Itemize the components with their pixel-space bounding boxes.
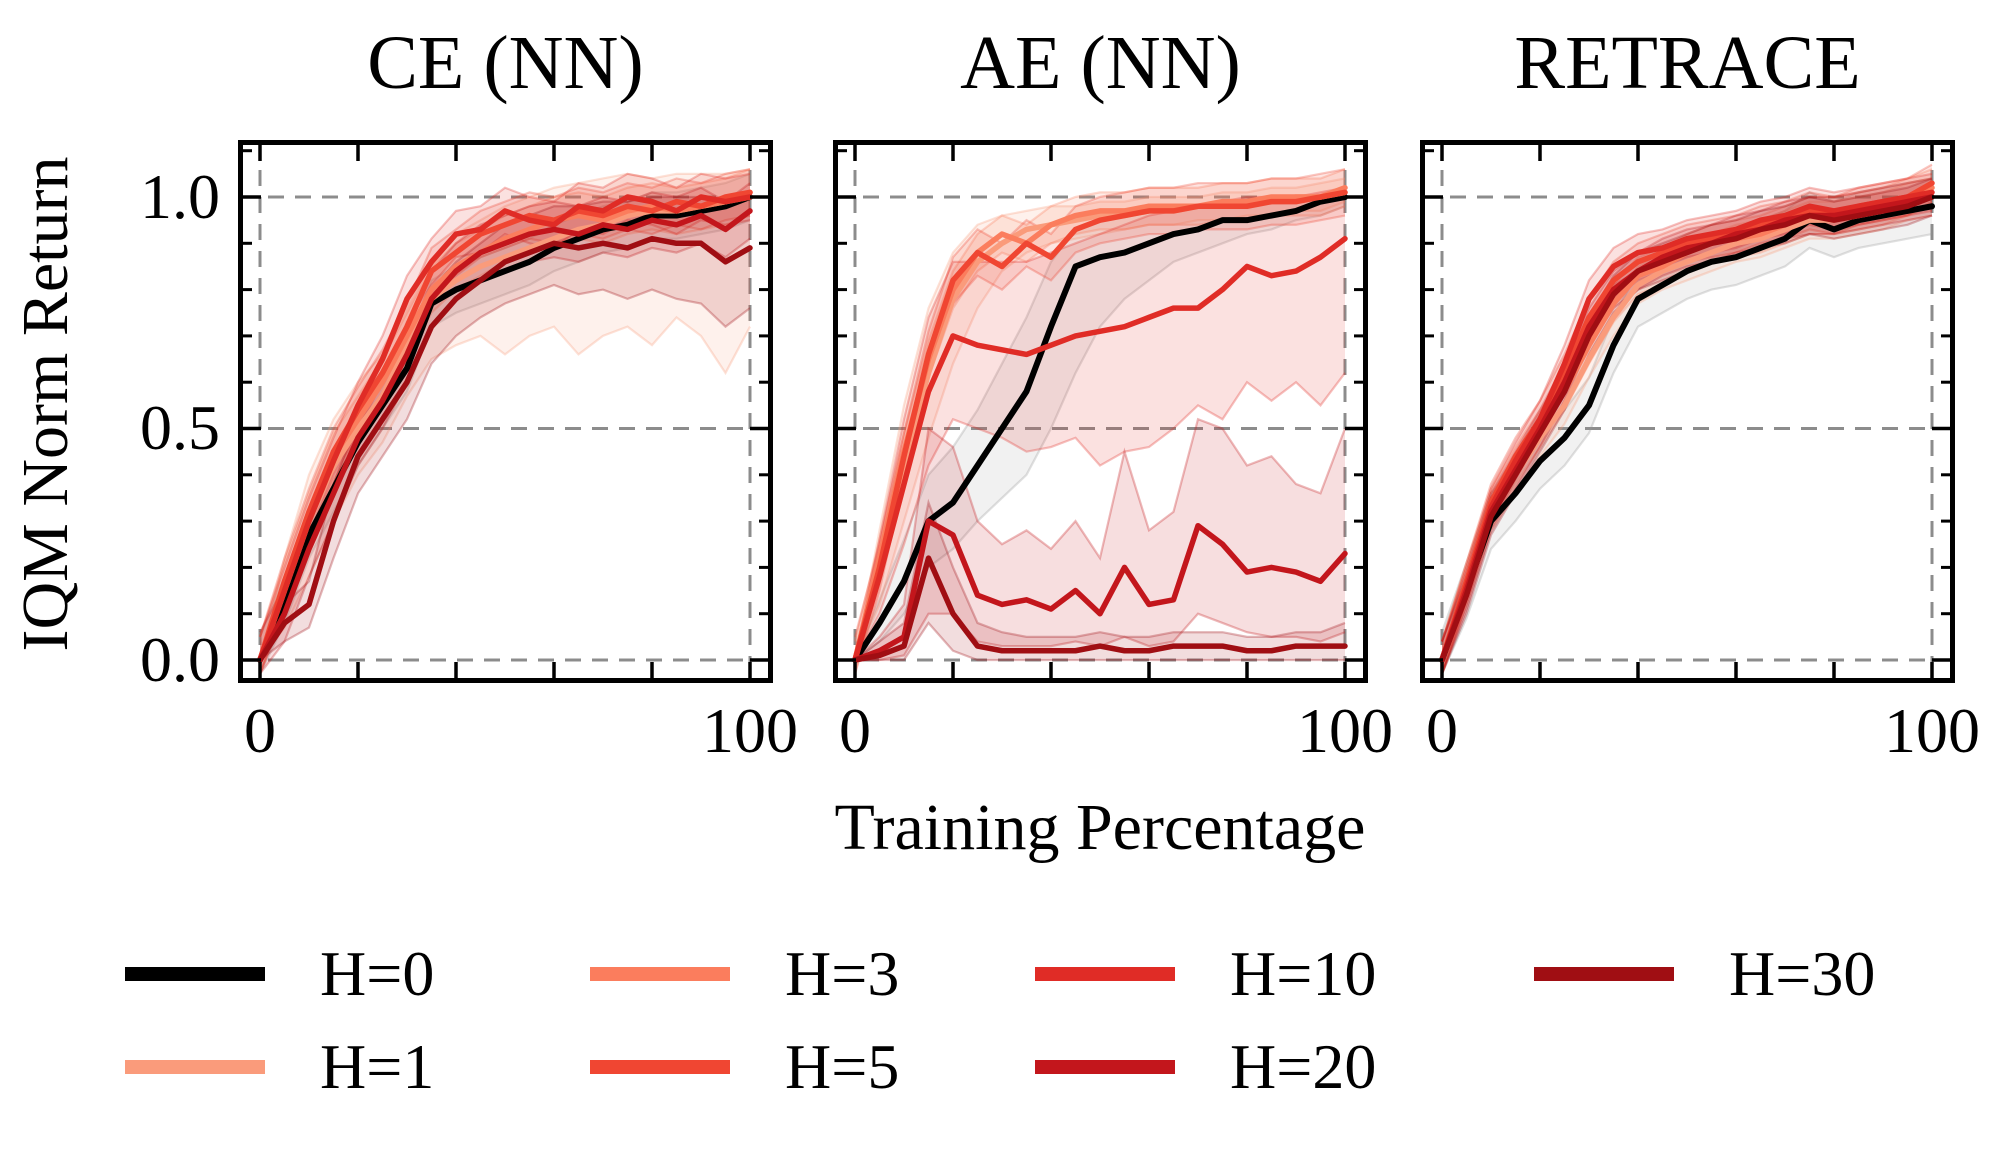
series-line-H=30 [1439,194,1935,663]
series-band-H=10 [855,187,1345,661]
legend: H=0 H=1 H=3 H=5 H=10 H=20 H=30 [0,940,2013,1160]
x-tick-label-0: 0 [839,695,871,766]
series-line-H=10 [852,235,1348,663]
series-line-H=30 [852,555,1348,663]
legend-column: H=10 H=20 [1035,940,1376,1126]
legend-label: H=1 [320,1031,435,1102]
legend-item-h0: H=0 [125,940,434,1008]
legend-label: H=10 [1230,938,1377,1009]
series-band-H=20 [855,419,1345,660]
series-line-H=20 [852,518,1348,663]
series-line-H=0 [852,194,1348,663]
legend-swatch [1035,967,1175,981]
y-tick-label-1.0: 1.0 [140,161,220,232]
ae-nn-plot [833,140,1368,683]
legend-swatch [125,1060,265,1074]
series-line-H=0 [1439,203,1935,663]
series-band-H=1 [855,178,1345,661]
legend-label: H=30 [1729,938,1876,1009]
legend-item-h1: H=1 [125,1033,434,1101]
panel-ce-nn: CE (NN) 0 100 [238,21,798,766]
legend-swatch [125,967,265,981]
panel-retrace: RETRACE 0 100 [1420,21,1980,766]
series-band-H=1 [260,169,750,660]
x-tick-label-100: 100 [702,695,798,766]
legend-label: H=5 [785,1031,900,1102]
panel-ae-nn: AE (NN) 0 100 [833,21,1393,766]
legend-label: H=0 [320,938,435,1009]
x-tick-label-100: 100 [1297,695,1393,766]
y-tick-label-0.0: 0.0 [140,624,220,695]
legend-swatch [1035,1060,1175,1074]
legend-item-h3: H=3 [590,940,899,1008]
panel-title-ce-nn: CE (NN) [367,21,644,105]
retrace-plot [1420,140,1955,683]
legend-column: H=0 H=1 [125,940,434,1126]
legend-label: H=20 [1230,1031,1377,1102]
legend-column: H=30 [1534,940,1875,1033]
series-band-H=5 [855,169,1345,674]
series-line-H=10 [257,194,753,663]
series-line-H=10 [1439,189,1935,663]
legend-item-h5: H=5 [590,1033,899,1101]
series-band-H=0 [855,192,1345,660]
legend-item-h20: H=20 [1035,1033,1376,1101]
legend-swatch [1534,967,1674,981]
x-tick-label-0: 0 [244,695,276,766]
x-axis-label: Training Percentage [834,791,1366,864]
legend-column: H=3 H=5 [590,940,899,1126]
x-tick-label-0: 0 [1426,695,1458,766]
legend-swatch [590,967,730,981]
ce-nn-plot [238,140,773,683]
series-line-H=5 [852,189,1348,663]
series-line-H=30 [257,235,753,663]
legend-item-h30: H=30 [1534,940,1875,1008]
series-band-H=0 [1442,178,1932,674]
panel-title-ae-nn: AE (NN) [960,21,1241,105]
series-line-H=20 [257,208,753,663]
y-tick-label-0.5: 0.5 [140,392,220,463]
legend-swatch [590,1060,730,1074]
legend-item-h10: H=10 [1035,940,1376,1008]
x-tick-label-100: 100 [1884,695,1980,766]
panel-title-retrace: RETRACE [1514,21,1861,105]
legend-label: H=3 [785,938,900,1009]
